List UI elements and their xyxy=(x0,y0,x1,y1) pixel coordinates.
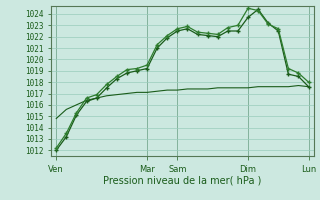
X-axis label: Pression niveau de la mer( hPa ): Pression niveau de la mer( hPa ) xyxy=(103,175,261,185)
